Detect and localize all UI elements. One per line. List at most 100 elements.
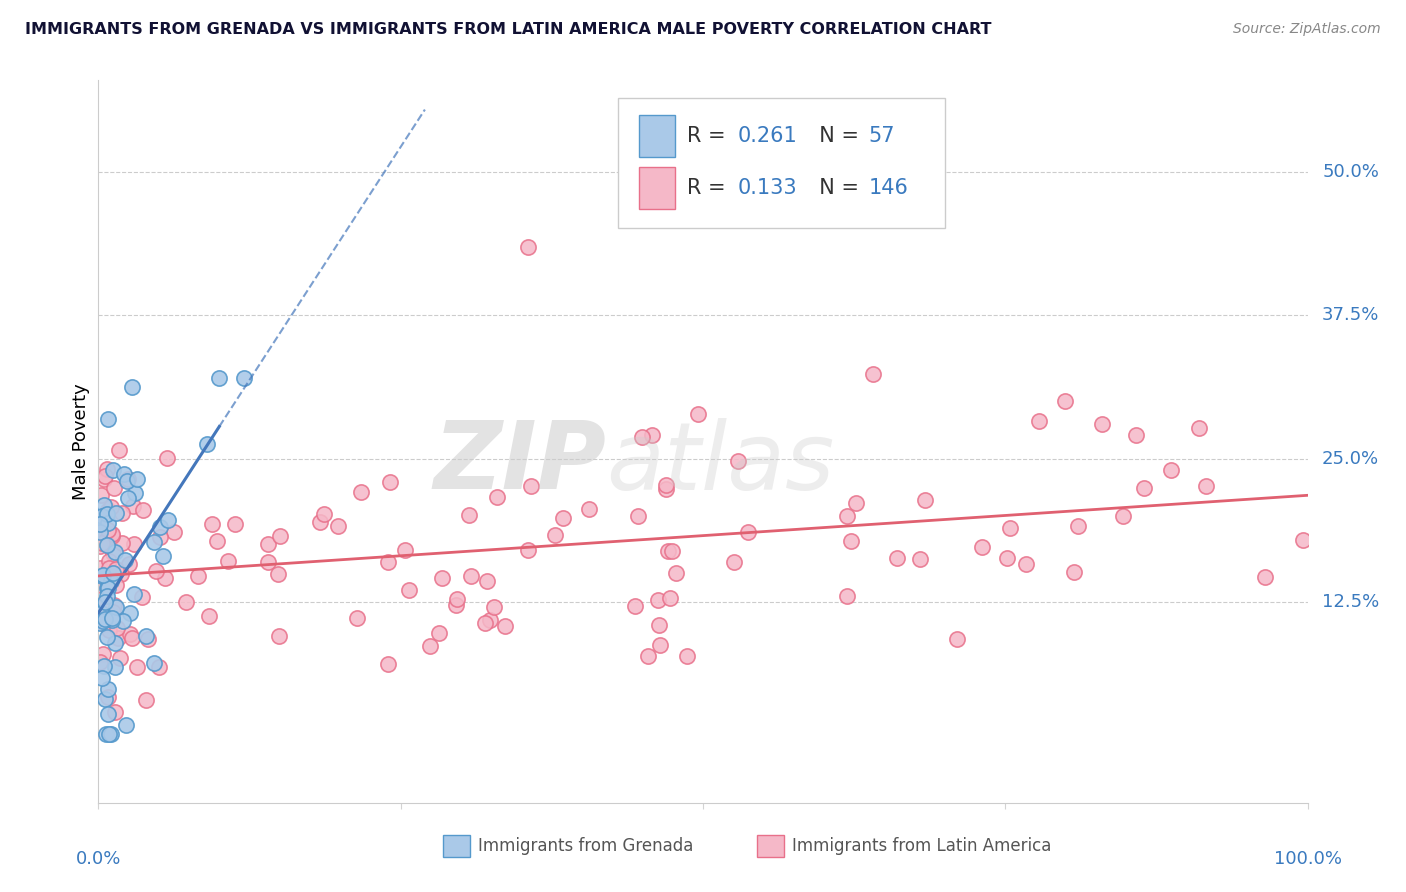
Point [96,707,118,722]
Point [104,635,127,649]
Point [157,513,180,527]
Point [97,516,120,530]
Point [886,550,908,565]
Point [97,503,120,517]
Point [97,581,120,595]
Point [104,659,127,673]
Point [659,591,682,606]
Point [100,611,122,625]
FancyBboxPatch shape [619,98,945,228]
Point [105,621,128,635]
Point [187,569,209,583]
Point [446,592,468,607]
Point [267,629,290,643]
Point [112,614,135,628]
Point [624,599,647,614]
Point [120,607,142,621]
Point [98,554,121,568]
Point [946,632,969,646]
Point [91,569,114,583]
Text: 12.5%: 12.5% [1322,593,1379,611]
Point [478,613,501,627]
Point [1028,414,1050,428]
Point [837,589,859,603]
Point [419,640,441,654]
Point [105,578,128,592]
Point [122,499,145,513]
Point [152,549,174,564]
Point [94,469,117,483]
Point [217,554,239,568]
Point [90,599,112,614]
Point [997,551,1019,566]
Point [93,472,115,486]
Point [91,568,114,582]
Point [208,371,231,385]
Point [648,617,671,632]
Point [111,536,134,550]
Point [121,631,143,645]
Point [96,581,118,595]
Point [723,555,745,569]
Point [845,495,868,509]
Point [89,614,111,628]
Point [89,655,111,669]
Text: Immigrants from Grenada: Immigrants from Grenada [478,838,693,855]
Point [198,608,221,623]
Text: 100.0%: 100.0% [1274,850,1341,868]
Point [908,551,931,566]
Point [97,682,120,697]
Point [641,428,664,442]
Point [686,407,709,421]
Point [727,454,749,468]
Point [267,567,290,582]
Point [661,544,683,558]
Point [201,517,224,532]
Point [91,600,114,615]
Point [1133,482,1156,496]
Point [269,529,291,543]
Point [1066,518,1088,533]
Point [96,538,118,552]
Point [101,527,124,541]
Point [101,463,124,477]
Point [737,525,759,540]
Point [205,533,228,548]
Point [100,528,122,542]
FancyBboxPatch shape [758,835,785,857]
Point [89,561,111,575]
Point [101,529,124,543]
Point [94,533,117,547]
Point [314,507,336,521]
Point [350,484,373,499]
Point [835,509,858,524]
Point [914,493,936,508]
Text: R =: R = [688,126,733,146]
Text: 0.0%: 0.0% [76,850,121,868]
Point [460,569,482,583]
Point [135,693,157,707]
Text: atlas: atlas [606,417,835,508]
Point [308,516,330,530]
Point [1054,394,1077,409]
Text: R =: R = [688,178,733,198]
Point [655,482,678,496]
Point [93,532,115,546]
Point [1195,479,1218,493]
Point [444,598,467,612]
Point [101,566,124,581]
Point [90,578,112,592]
Point [112,467,135,481]
Point [100,574,122,588]
FancyBboxPatch shape [443,835,470,857]
Point [142,535,165,549]
Point [115,474,138,488]
Point [94,617,117,632]
Point [972,540,994,554]
Point [132,503,155,517]
Point [544,527,567,541]
Text: 146: 146 [869,178,908,198]
Point [101,605,124,619]
Text: N =: N = [806,178,859,198]
Point [118,557,141,571]
